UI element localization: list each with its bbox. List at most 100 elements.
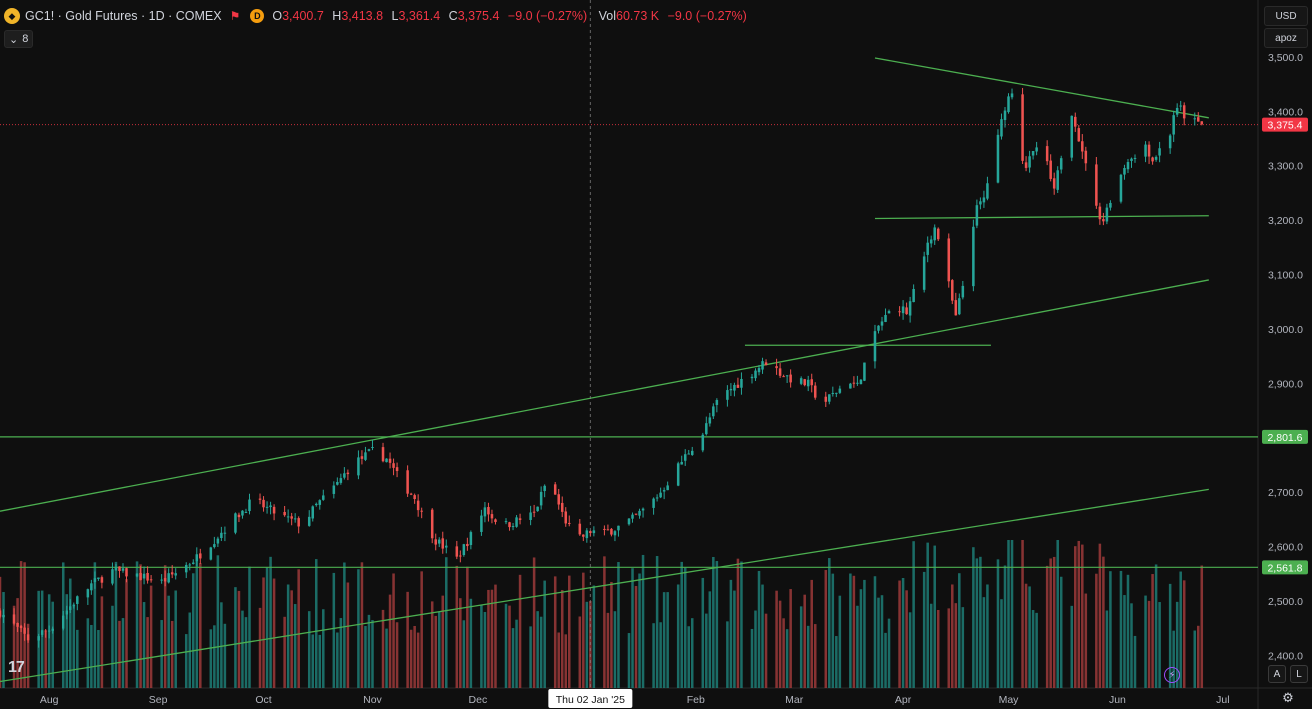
candle-body [420,510,423,512]
volume-bar [712,556,715,688]
candle-body [1175,107,1179,115]
candle-body [371,447,374,449]
candle-body [831,392,835,394]
lightning-icon[interactable]: ⚡ [1164,667,1180,683]
candle-body [543,485,546,492]
candle-body [339,478,343,483]
volume-bar [532,557,536,688]
candle-body [873,331,877,362]
candle-body [1154,156,1158,160]
candle-body [947,238,951,282]
volume-bar [1049,558,1052,688]
candle-body [761,361,764,370]
candle-body [936,228,940,240]
tradingview-logo-icon[interactable]: 17 [8,659,25,676]
candle-body [849,383,852,389]
candle-body [244,511,248,513]
volume-bar [515,619,518,688]
volume-bar [799,606,803,688]
volume-bar [687,626,691,688]
price-tick-label: 2,700.0 [1268,487,1303,499]
volume-bar [789,589,792,688]
candle-body [1052,178,1056,189]
volume-bar [322,609,325,688]
trendline [874,57,1209,119]
volume-bar [272,578,276,688]
volume-bar [750,628,754,688]
candle-body [0,610,2,617]
volume-bar [487,589,490,688]
volume-bar [1126,574,1130,688]
candle-body [1151,157,1154,162]
candle-body [118,566,121,571]
candle-body [961,285,965,298]
volume-bar [293,604,297,688]
volume-bar [1158,602,1161,688]
volume-bar [1035,612,1038,688]
candle-body [1028,156,1031,168]
indicators-toggle[interactable]: ⌄ 8 [4,30,34,48]
candle-body [929,239,933,244]
currency-button[interactable]: USD [1264,6,1308,26]
volume-bar [118,620,121,688]
volume-bar [86,618,90,688]
log-scale-button[interactable]: L [1290,665,1308,683]
volume-bar [167,595,170,688]
flag-icon[interactable]: ⚑ [229,9,241,23]
candle-body [466,543,469,547]
volume-bar [139,564,142,688]
volume-bar [1179,571,1182,688]
low-label: L [391,9,399,23]
candle-body [258,498,262,500]
volume-bar [445,557,448,688]
auto-scale-button[interactable]: A [1268,665,1286,683]
volume-bar [606,612,610,688]
volume-bar [114,561,118,688]
candle-body [16,622,19,627]
candle-body [536,506,539,512]
candle-body [469,532,473,546]
volume-bar [1077,540,1081,688]
volume-bar [975,558,979,688]
candle-body [455,546,459,557]
volume-bar [979,556,982,688]
candle-body [856,382,859,384]
volume-bar [12,605,16,688]
candle-body [487,507,490,515]
candle-body [1056,170,1059,190]
settings-gear-icon[interactable]: ⚙ [1282,690,1294,705]
scale-mode-button[interactable]: apoz [1264,28,1308,48]
candle-body [1024,162,1028,168]
candle-body [1158,148,1161,156]
candle-body [360,456,364,459]
candle-body [1045,146,1049,162]
volume-bar [972,547,975,688]
delayed-data-badge[interactable]: D [250,9,265,23]
symbol-legend: ◆ GC1! · Gold Futures · 1D · COMEX ⚑ D O… [4,6,755,26]
volume-bar [434,615,437,688]
symbol-title[interactable]: GC1! · Gold Futures · 1D · COMEX [25,9,222,23]
volume-bar [982,597,986,688]
level-price-badge: 2,801.6 [1267,432,1302,444]
candle-body [388,458,392,463]
volume-bar [1154,564,1158,688]
candle-body [1070,115,1074,158]
candle-body [1035,147,1038,152]
candle-body [627,518,631,525]
volume-bar [1010,540,1014,688]
candle-body [170,572,174,575]
volume-bar [100,596,104,688]
volume-bar [708,591,712,688]
trendline [0,279,1209,512]
volume-bar [1182,580,1186,688]
candle-body [121,568,125,571]
candle-body [395,467,399,472]
volume-bar [307,611,311,688]
candle-body [1000,119,1003,137]
candle-body [1123,167,1126,175]
volume-change: −9.0 (−0.27%) [667,9,747,23]
candle-body [490,514,494,519]
candle-body [782,376,785,378]
volume-bar [388,594,392,688]
